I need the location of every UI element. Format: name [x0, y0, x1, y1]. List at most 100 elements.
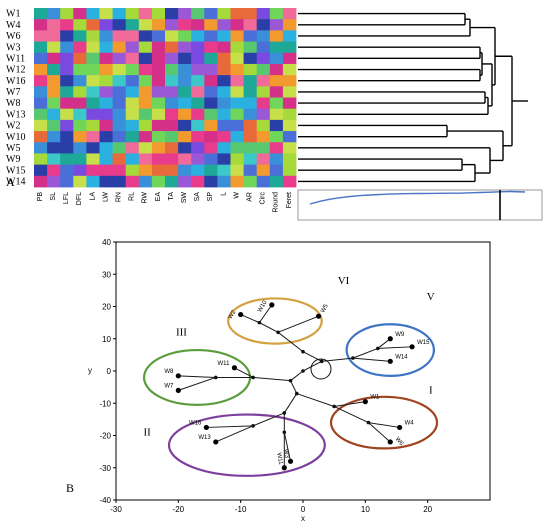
heatmap-cell: [60, 108, 74, 121]
tree-branch: [283, 393, 298, 414]
heatmap-cell: [151, 164, 166, 177]
heatmap-cell: [230, 30, 244, 42]
heatmap-cell: [269, 108, 284, 121]
leaf-label: W10: [257, 299, 269, 313]
tree-branch: [290, 380, 298, 394]
heatmap-cell: [191, 142, 205, 154]
heatmap-cell: [282, 175, 297, 188]
heatmap-cell: [217, 52, 231, 65]
heatmap-cell: [99, 86, 113, 98]
heatmap-cell: [217, 30, 231, 42]
column-label: LFL: [63, 192, 70, 204]
heatmap-cell: [178, 142, 192, 154]
heatmap-cell: [230, 19, 244, 31]
tree-branch: [259, 322, 279, 333]
heatmap-cell: [73, 164, 87, 177]
heatmap-cell: [99, 75, 113, 87]
leaf-point: [397, 424, 403, 431]
heatmap-cell: [60, 142, 74, 154]
cluster-circle-I: [329, 395, 439, 450]
heatmap-cell: [112, 19, 127, 31]
heatmap-cell: [34, 164, 48, 177]
heatmap-cell: [243, 97, 258, 110]
heatmap-cell: [282, 41, 297, 54]
heatmap-cell: [73, 142, 87, 154]
heatmap-cell: [73, 153, 87, 166]
column-label: L: [220, 192, 227, 196]
heatmap-cell: [151, 30, 166, 42]
heatmap-cell: [73, 97, 87, 110]
heatmap-cell: [178, 86, 192, 98]
heatmap-cell: [191, 86, 205, 98]
heatmap-cell: [191, 75, 205, 87]
heatmap-cell: [256, 153, 271, 166]
heatmap-cell: [112, 131, 127, 143]
tree-node: [251, 375, 255, 380]
heatmap-cell: [165, 63, 179, 76]
tree-branch: [283, 432, 292, 462]
heatmap-cell: [125, 164, 140, 177]
row-label: W14: [6, 177, 25, 188]
heatmap-cell: [60, 131, 74, 143]
heatmap-cell: [165, 97, 179, 110]
heatmap: [34, 8, 297, 188]
heatmap-cell: [204, 153, 218, 166]
heatmap-cell: [165, 19, 179, 31]
row-label: W9: [6, 154, 20, 165]
tree-branch: [277, 315, 319, 333]
distance-curve: [309, 190, 526, 205]
leaf-point: [203, 424, 209, 431]
heatmap-cell: [243, 30, 258, 42]
heatmap-cell: [73, 75, 87, 87]
heatmap-cell: [138, 8, 153, 20]
heatmap-cell: [138, 108, 153, 121]
heatmap-cell: [99, 52, 113, 65]
leaf-label: W7: [164, 383, 174, 389]
heatmap-cell: [112, 153, 127, 166]
heatmap-cell: [34, 142, 48, 154]
heatmap-cell: [217, 142, 231, 154]
heatmap-cell: [112, 41, 127, 54]
heatmap-cell: [243, 108, 258, 121]
column-label: DFL: [76, 192, 83, 205]
heatmap-cell: [151, 119, 166, 132]
heatmap-cell: [282, 164, 297, 177]
heatmap-cell: [86, 119, 100, 132]
heatmap-cell: [178, 164, 192, 177]
leaf-point: [315, 313, 322, 319]
heatmap-cell: [125, 75, 140, 87]
tree-node: [282, 430, 287, 435]
leaf-point: [231, 365, 238, 371]
heatmap-cell: [151, 97, 166, 110]
row-label: W8: [6, 98, 20, 109]
cluster-label-I: I: [429, 385, 433, 397]
heatmap-cell: [230, 119, 244, 132]
heatmap-cell: [217, 131, 231, 143]
heatmap-cell: [256, 52, 271, 65]
heatmap-cell: [230, 175, 244, 188]
leaf-point: [213, 439, 219, 445]
leaf-point: [387, 439, 393, 445]
cluster-circle-VI: [227, 297, 323, 345]
leaf-point: [175, 373, 181, 379]
heatmap-cell: [99, 175, 113, 188]
heatmap-cell: [204, 119, 218, 132]
heatmap-cell: [269, 142, 284, 154]
heatmap-cell: [99, 97, 113, 110]
cluster-label-III: III: [176, 327, 187, 339]
heatmap-cell: [86, 41, 100, 54]
heatmap-cell: [165, 108, 179, 121]
heatmap-cell: [243, 153, 258, 166]
tree-node: [301, 369, 305, 373]
heatmap-cell: [138, 30, 153, 42]
tree-branch: [234, 367, 254, 378]
heatmap-cell: [47, 52, 61, 65]
y-tick-label: 10: [102, 335, 111, 344]
tree-branch: [178, 375, 216, 378]
heatmap-cell: [151, 63, 166, 76]
heatmap-cell: [269, 52, 284, 65]
tree-branch: [334, 401, 366, 407]
column-label: SW: [181, 192, 188, 204]
tree-branch: [302, 360, 322, 372]
